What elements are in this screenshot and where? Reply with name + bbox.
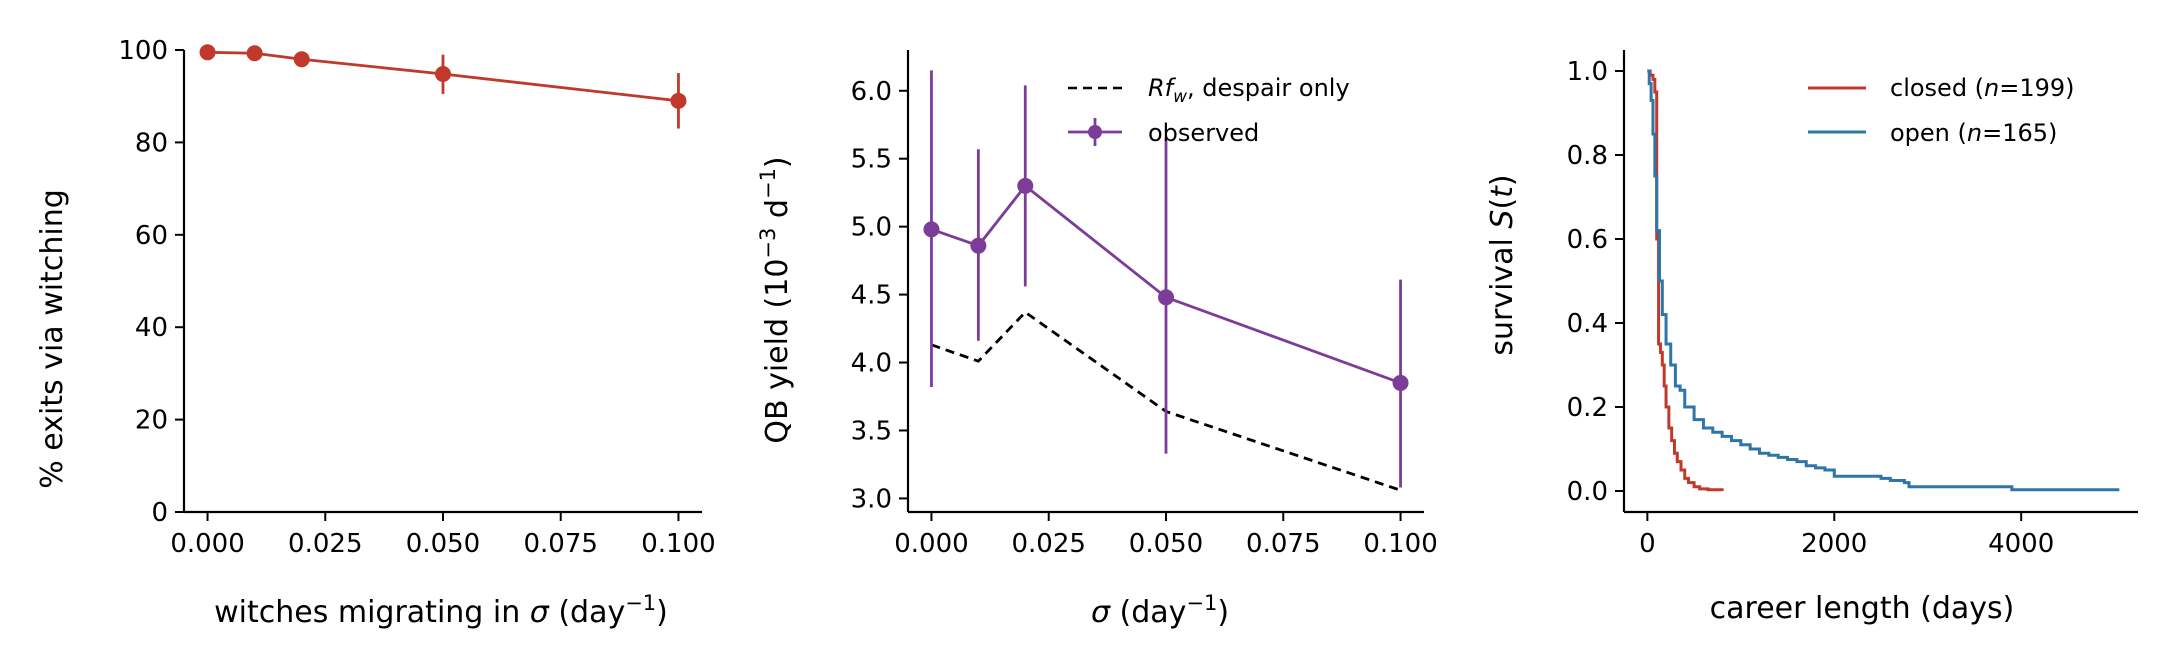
y-tick-label: 20 bbox=[135, 406, 168, 436]
data-point bbox=[1158, 289, 1174, 306]
y-tick-label: 100 bbox=[118, 36, 168, 66]
y-tick-label: 4.5 bbox=[851, 281, 892, 311]
y-tick-label: 0.8 bbox=[1567, 141, 1608, 171]
x-tick-label: 0.025 bbox=[288, 529, 362, 559]
x-tick-label: 4000 bbox=[1988, 529, 2054, 559]
data-point bbox=[670, 92, 687, 109]
y-tick-label: 0.2 bbox=[1567, 393, 1608, 423]
data-point bbox=[970, 237, 987, 254]
x-axis-label-qb: σ (day−1) bbox=[1091, 591, 1229, 630]
x-tick-label: 0.025 bbox=[1012, 529, 1086, 559]
data-point bbox=[1017, 177, 1034, 194]
plot-area-survival: 0 2000 4000 0.0 0.2 0.4 0.6 0.8 1.0 bbox=[1567, 50, 2138, 559]
y-tick-label: 0.4 bbox=[1567, 309, 1608, 339]
x-tick-label: 0.075 bbox=[524, 529, 598, 559]
legend-label-rfw: Rfw, despair only bbox=[1148, 74, 1350, 107]
x-tick-label: 0.050 bbox=[1129, 529, 1203, 559]
data-point bbox=[435, 66, 451, 83]
y-tick-label: 6.0 bbox=[851, 77, 892, 107]
legend-label-open: open (n=165) bbox=[1890, 119, 2057, 147]
legend-marker-observed bbox=[1088, 125, 1102, 139]
x-tick-label: 0 bbox=[1639, 529, 1656, 559]
plot-area-qb-yield: 0.000 0.025 0.050 0.075 0.100 3.0 3.5 4.0 4.5 5.0… bbox=[851, 50, 1438, 559]
x-tick-label: 0.000 bbox=[894, 529, 968, 559]
panel-qb-yield: 0.000 0.025 0.050 0.075 0.100 3.0 3.5 4.0 4.5 5.0… bbox=[756, 50, 1438, 630]
x-axis-label-exits: witches migrating in σ (day−1) bbox=[214, 591, 668, 630]
y-tick-label: 80 bbox=[135, 128, 168, 158]
data-point bbox=[1392, 374, 1409, 391]
y-tick-label: 3.5 bbox=[851, 416, 892, 446]
y-tick-label: 60 bbox=[135, 221, 168, 251]
series-line bbox=[930, 310, 1401, 492]
legend-qb-yield: Rfw, despair only observed bbox=[1068, 74, 1350, 147]
y-tick-label: 0 bbox=[151, 498, 168, 528]
legend-survival: closed (n=199) open (n=165) bbox=[1808, 74, 2075, 147]
panel-survival: 0 2000 4000 0.0 0.2 0.4 0.6 0.8 1.0 career lengt… bbox=[1485, 50, 2138, 626]
data-point bbox=[923, 221, 940, 238]
panel-exits-via-witching: 0.000 0.025 0.050 0.075 0.100 0 20 40 60 80 100 wi… bbox=[35, 36, 716, 630]
legend-label-observed: observed bbox=[1148, 119, 1259, 147]
y-tick-label: 1.0 bbox=[1567, 57, 1608, 87]
y-tick-label: 5.0 bbox=[851, 213, 892, 243]
x-tick-label: 0.100 bbox=[1363, 529, 1437, 559]
y-tick-label: 40 bbox=[135, 313, 168, 343]
y-tick-label: 0.0 bbox=[1567, 477, 1608, 507]
x-axis-label-survival: career length (days) bbox=[1710, 591, 2015, 626]
y-tick-label: 3.0 bbox=[851, 484, 892, 514]
plot-area-exits: 0.000 0.025 0.050 0.075 0.100 0 20 40 60 80 100 bbox=[118, 36, 715, 559]
y-tick-label: 5.5 bbox=[851, 145, 892, 175]
y-axis-label-survival: survival S(t) bbox=[1485, 174, 1520, 355]
y-tick-label: 4.0 bbox=[851, 349, 892, 379]
x-tick-label: 2000 bbox=[1801, 529, 1867, 559]
data-point bbox=[246, 45, 263, 62]
x-tick-label: 0.100 bbox=[641, 529, 715, 559]
series-line bbox=[1647, 69, 1724, 492]
x-tick-label: 0.000 bbox=[170, 529, 244, 559]
legend-label-closed: closed (n=199) bbox=[1890, 74, 2075, 102]
data-point bbox=[293, 51, 310, 68]
x-tick-label: 0.050 bbox=[406, 529, 480, 559]
x-tick-label: 0.075 bbox=[1246, 529, 1320, 559]
y-axis-label-exits: % exits via witching bbox=[35, 189, 70, 489]
y-axis-label-qb: QB yield (10−3 d−1) bbox=[756, 156, 795, 443]
data-point bbox=[199, 44, 216, 61]
y-tick-label: 0.6 bbox=[1567, 225, 1608, 255]
series-line bbox=[1647, 69, 2120, 492]
